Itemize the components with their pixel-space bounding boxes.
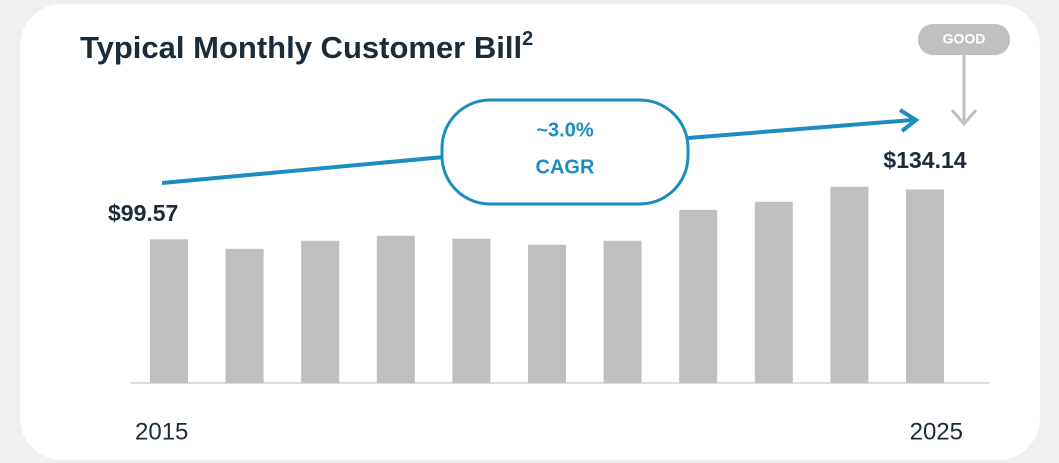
bar <box>452 238 491 383</box>
bar <box>830 186 869 383</box>
title-text: Typical Monthly Customer Bill <box>80 30 522 65</box>
badge <box>918 24 1010 55</box>
bar <box>301 240 340 383</box>
chart-title: Typical Monthly Customer Bill2 <box>80 28 533 65</box>
bar <box>906 189 944 383</box>
badge-arrowhead <box>950 109 978 127</box>
trend-arrowhead <box>898 108 920 133</box>
trend-line <box>687 118 913 140</box>
bar <box>150 239 188 383</box>
title-superscript: 2 <box>522 28 533 50</box>
cagr-label: CAGR <box>536 156 595 178</box>
trend-line <box>161 155 445 185</box>
bar <box>679 209 718 383</box>
bar <box>528 244 566 383</box>
x-tick-label: 2015 <box>135 418 188 445</box>
card <box>20 4 1040 460</box>
bar <box>754 201 793 383</box>
x-tick-label: 2025 <box>910 418 963 445</box>
cagr-rate: ~3.0% <box>536 119 593 141</box>
badge-text: GOOD <box>943 31 986 47</box>
cagr-bubble <box>440 98 690 206</box>
value-label: $99.57 <box>108 200 178 226</box>
bar <box>225 248 264 383</box>
bar <box>603 240 642 383</box>
bar <box>376 235 415 383</box>
value-label: $134.14 <box>883 147 966 173</box>
